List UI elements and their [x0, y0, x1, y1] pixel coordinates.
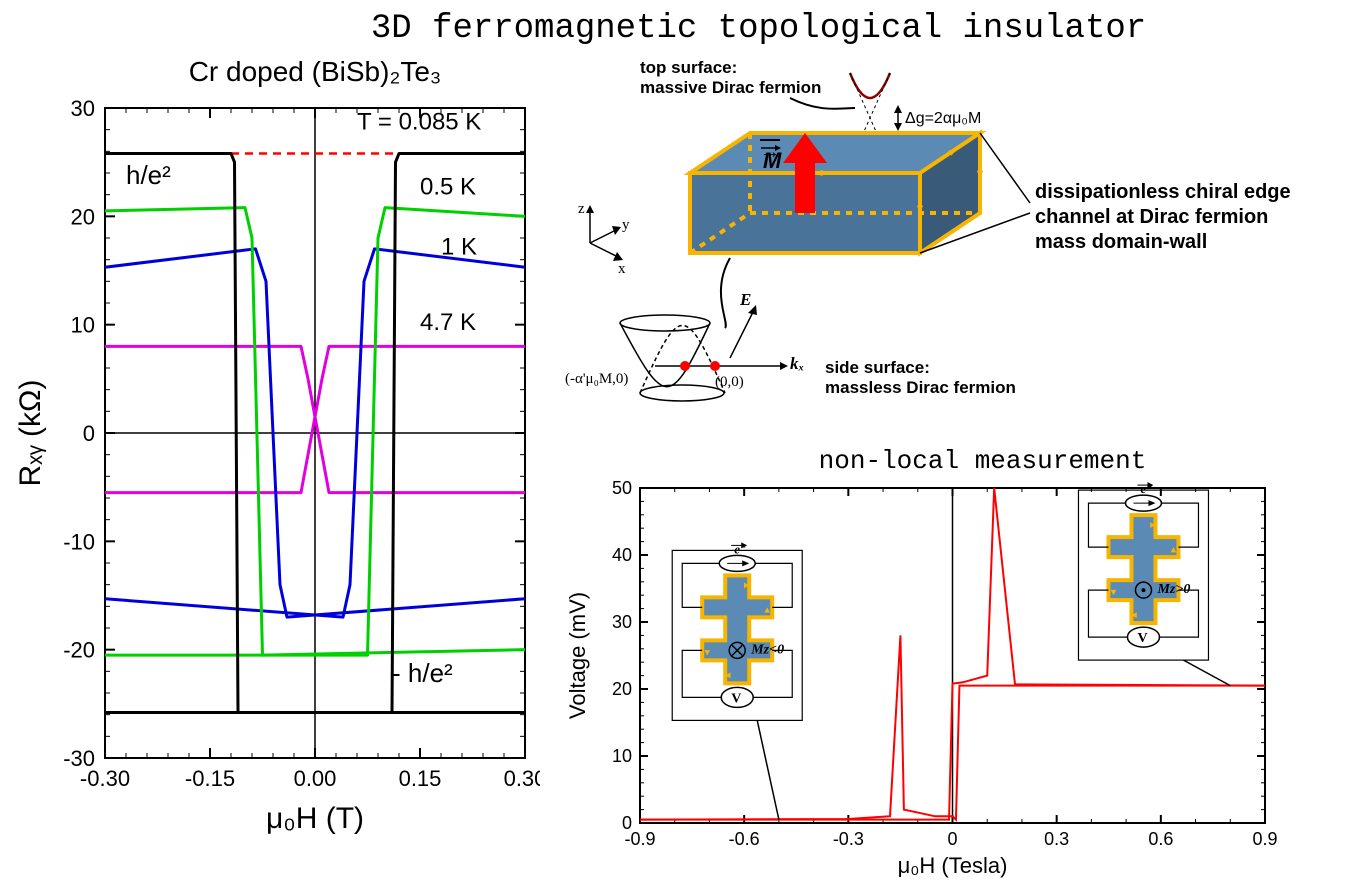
xtick-label: -0.6: [729, 829, 760, 849]
ref-label: h/e²: [126, 160, 171, 190]
x-axis-label: μ₀H (T): [266, 802, 364, 835]
y-axis-label: Rₓᵧ (kΩ): [14, 380, 47, 487]
ytick-label: 30: [612, 612, 632, 632]
right-chart-title: non-local measurement: [819, 446, 1147, 476]
svg-text:e: e: [1140, 481, 1146, 496]
cone-label1: (-α'μ₀M,0): [565, 371, 628, 387]
ytick-label: 0: [83, 421, 95, 446]
right-annotation: channel at Dirac fermion: [1035, 206, 1268, 228]
layout: Cr doped (BiSb)₂Te₃ -0.3 0 -0.15 0.00 0.15 0.3…: [10, 53, 1357, 883]
ytick-label: 10: [71, 313, 95, 338]
nonlocal-chart: non-local measurement-0.9-0.6-0.300.30.6…: [560, 443, 1280, 883]
right-annotation: mass domain-wall: [1035, 231, 1207, 253]
ytick-label: -10: [63, 529, 95, 554]
ytick-label: 40: [612, 545, 632, 565]
mag-arrow-body: [795, 163, 815, 213]
xtick-label: -0.3: [833, 829, 864, 849]
side-surface-label2: massless Dirac fermion: [825, 378, 1016, 397]
series-label: 1 K: [441, 233, 477, 260]
top-surface-label: top surface:: [640, 58, 737, 77]
series-label: T = 0.085 K: [357, 109, 481, 136]
left-chart-panel: Cr doped (BiSb)₂Te₃-0.30-0.150.000.150.3…: [10, 53, 540, 883]
z-axis: z: [578, 201, 585, 217]
xtick-label: 0.30: [504, 766, 540, 791]
x-axis: x: [618, 261, 626, 277]
xtick-label: 0.15: [399, 766, 442, 791]
m-label: Mz>0: [1156, 582, 1190, 597]
svg-text:M: M: [763, 148, 782, 173]
xtick-label: 0: [947, 829, 957, 849]
hysteresis-chart: Cr doped (BiSb)₂Te₃-0.30-0.150.000.150.3…: [10, 53, 540, 853]
device-inset: e-VMz>0: [1078, 481, 1208, 660]
left-chart-title: Cr doped (BiSb)₂Te₃: [189, 56, 442, 87]
xtick-label: 0.3: [1044, 829, 1069, 849]
ref-label: - h/e²: [392, 658, 453, 688]
svg-text:V: V: [731, 691, 741, 706]
right-panel: top surface:massive Dirac fermion Δg=2αμ₀…: [560, 53, 1350, 883]
diagram: top surface:massive Dirac fermion Δg=2αμ₀…: [560, 53, 1350, 433]
kx-label: kₓ: [790, 354, 804, 373]
right-annotation: dissipationless chiral edge: [1035, 181, 1291, 203]
top-surface-label2: massive Dirac fermion: [640, 78, 821, 97]
ytick-label: 0: [622, 813, 632, 833]
svg-text:e: e: [734, 541, 740, 556]
main-title: 3D ferromagnetic topological insulator: [160, 10, 1357, 48]
cone-label2: (0,0): [715, 374, 744, 390]
svg-text:V: V: [1137, 631, 1147, 646]
y-axis-label: Voltage (mV): [565, 592, 590, 719]
series-label: 4.7 K: [420, 309, 476, 336]
xtick-label: 0.6: [1148, 829, 1173, 849]
side-surface-label: side surface:: [825, 358, 930, 377]
ytick-label: -20: [63, 638, 95, 663]
y-axis: y: [622, 217, 630, 233]
ytick-label: -30: [63, 746, 95, 771]
xtick-label: -0.15: [185, 766, 235, 791]
m-label: Mz<0: [750, 642, 784, 657]
xtick-label: 0.9: [1252, 829, 1277, 849]
xtick-label: 0.00: [294, 766, 337, 791]
device-inset: e-VMz<0: [672, 541, 802, 720]
ytick-label: 30: [71, 96, 95, 121]
energy-label: E: [739, 290, 751, 309]
ytick-label: 20: [71, 204, 95, 229]
ytick-label: 50: [612, 478, 632, 498]
ytick-label: 10: [612, 746, 632, 766]
x-axis-label: μ₀H (Tesla): [898, 853, 1008, 878]
gap-label: Δg=2αμ₀M: [905, 110, 981, 127]
series-label: 0.5 K: [420, 174, 476, 201]
ytick-label: 20: [612, 679, 632, 699]
